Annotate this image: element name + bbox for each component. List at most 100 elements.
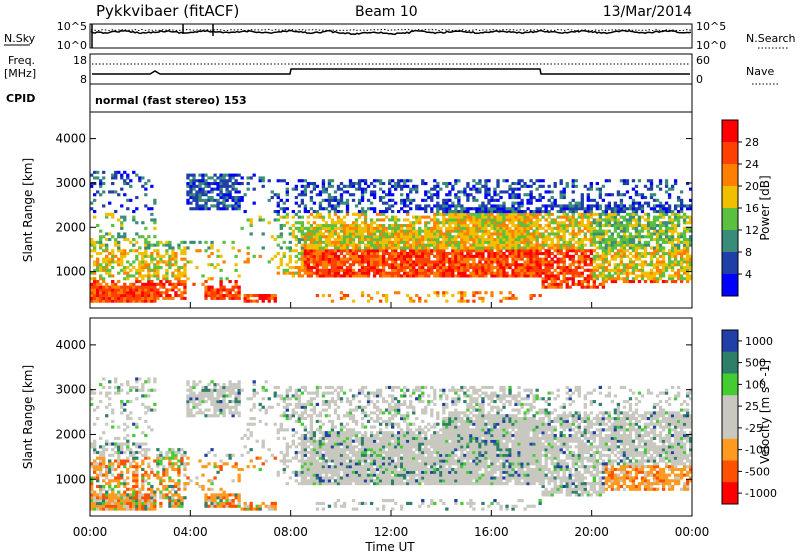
rti-cell: [661, 232, 666, 236]
rti-cell: [156, 448, 160, 452]
rti-cell: [625, 249, 630, 253]
rti-cell: [120, 459, 124, 463]
rti-cell: [132, 274, 136, 278]
rti-cell: [147, 207, 151, 211]
rti-cell: [351, 224, 356, 228]
rti-cell: [207, 196, 211, 200]
rti-cell: [153, 249, 157, 253]
rti-cell: [586, 257, 590, 261]
rti-cell: [114, 391, 118, 395]
rti-cell: [649, 232, 654, 236]
rti-cell: [616, 210, 621, 214]
rti-cell: [237, 190, 241, 194]
rti-cell: [339, 291, 344, 295]
rti-cell: [610, 218, 615, 222]
cpid-panel: CPID normal (fast stereo) 153: [6, 84, 693, 112]
rti-cell: [117, 232, 121, 236]
rti-cell: [622, 229, 627, 233]
rti-cell: [132, 266, 136, 270]
rti-cell: [129, 274, 133, 278]
rti-cell: [183, 266, 187, 270]
rti-cell: [538, 218, 542, 222]
rti-cell: [339, 266, 344, 270]
rti-cell: [108, 288, 112, 292]
rti-cell: [634, 268, 639, 272]
rti-cell: [685, 221, 690, 225]
rti-cell: [135, 294, 139, 298]
rti-cell: [400, 266, 404, 270]
rti-cell: [412, 252, 416, 256]
rti-cell: [463, 274, 467, 278]
rti-cell: [637, 280, 642, 284]
rti-cell: [300, 221, 305, 225]
nave-label: Nave: [746, 65, 774, 78]
rti-cell: [586, 204, 590, 208]
rti-cell: [412, 221, 416, 225]
rti-cell: [135, 296, 139, 300]
rti-cell: [646, 240, 651, 244]
rti-cell: [457, 246, 461, 250]
rti-cell: [345, 249, 350, 253]
rti-cell: [454, 266, 458, 270]
rti-cell: [412, 268, 416, 272]
rti-cell: [348, 240, 353, 244]
rti-cell: [159, 504, 163, 508]
rti-cell: [619, 277, 624, 281]
rti-cell: [604, 210, 609, 214]
rti-cell: [481, 210, 485, 214]
rti-cell: [631, 254, 636, 258]
rti-cell: [496, 249, 500, 253]
rti-cell: [210, 243, 214, 247]
rti-cell: [658, 182, 663, 186]
rti-cell: [625, 263, 630, 267]
rti-cell: [541, 226, 545, 230]
rti-cell: [180, 257, 184, 261]
rti-cell: [111, 254, 115, 258]
rti-cell: [628, 243, 633, 247]
rti-cell: [150, 282, 154, 286]
rti-cell: [454, 212, 458, 216]
rti-cell: [535, 268, 539, 272]
rti-cell: [105, 473, 109, 477]
rti-cell: [303, 240, 308, 244]
rti-cell: [652, 193, 657, 197]
rti-cell: [375, 212, 380, 216]
rti-cell: [195, 411, 199, 415]
rti-cell: [96, 456, 100, 460]
rti-cell: [102, 450, 106, 455]
rti-cell: [565, 229, 569, 233]
rti-cell: [577, 238, 581, 242]
rti-cell: [264, 296, 268, 300]
rti-cell: [577, 263, 581, 267]
rti-cell: [201, 397, 205, 401]
rti-cell: [544, 190, 548, 194]
rti-cell: [535, 252, 539, 256]
rti-cell: [372, 274, 377, 278]
rti-cell: [484, 187, 488, 191]
rti-cell: [177, 496, 181, 500]
rti-cell: [463, 291, 467, 295]
rti-cell: [201, 173, 205, 177]
rti-cell: [276, 196, 280, 200]
rti-cell: [610, 274, 615, 278]
rti-cell: [589, 277, 593, 281]
rti-cell: [652, 274, 657, 278]
rti-cell: [535, 271, 539, 275]
rti-cell: [466, 215, 470, 219]
rti-cell: [135, 422, 139, 426]
rti-cell: [550, 232, 554, 236]
rti-cell: [448, 257, 452, 261]
rti-cell: [312, 252, 317, 256]
rti-cell: [448, 274, 452, 278]
rti-cell: [219, 184, 223, 188]
rti-cell: [225, 187, 229, 191]
rti-cell: [174, 484, 178, 489]
rti-cell: [574, 221, 578, 225]
rti-cell: [451, 243, 455, 247]
rti-cell: [466, 196, 470, 200]
rti-cell: [114, 210, 118, 214]
rti-cell: [381, 263, 386, 267]
rti-cell: [168, 243, 172, 247]
rti-cell: [616, 226, 621, 230]
rti-cell: [571, 210, 575, 214]
